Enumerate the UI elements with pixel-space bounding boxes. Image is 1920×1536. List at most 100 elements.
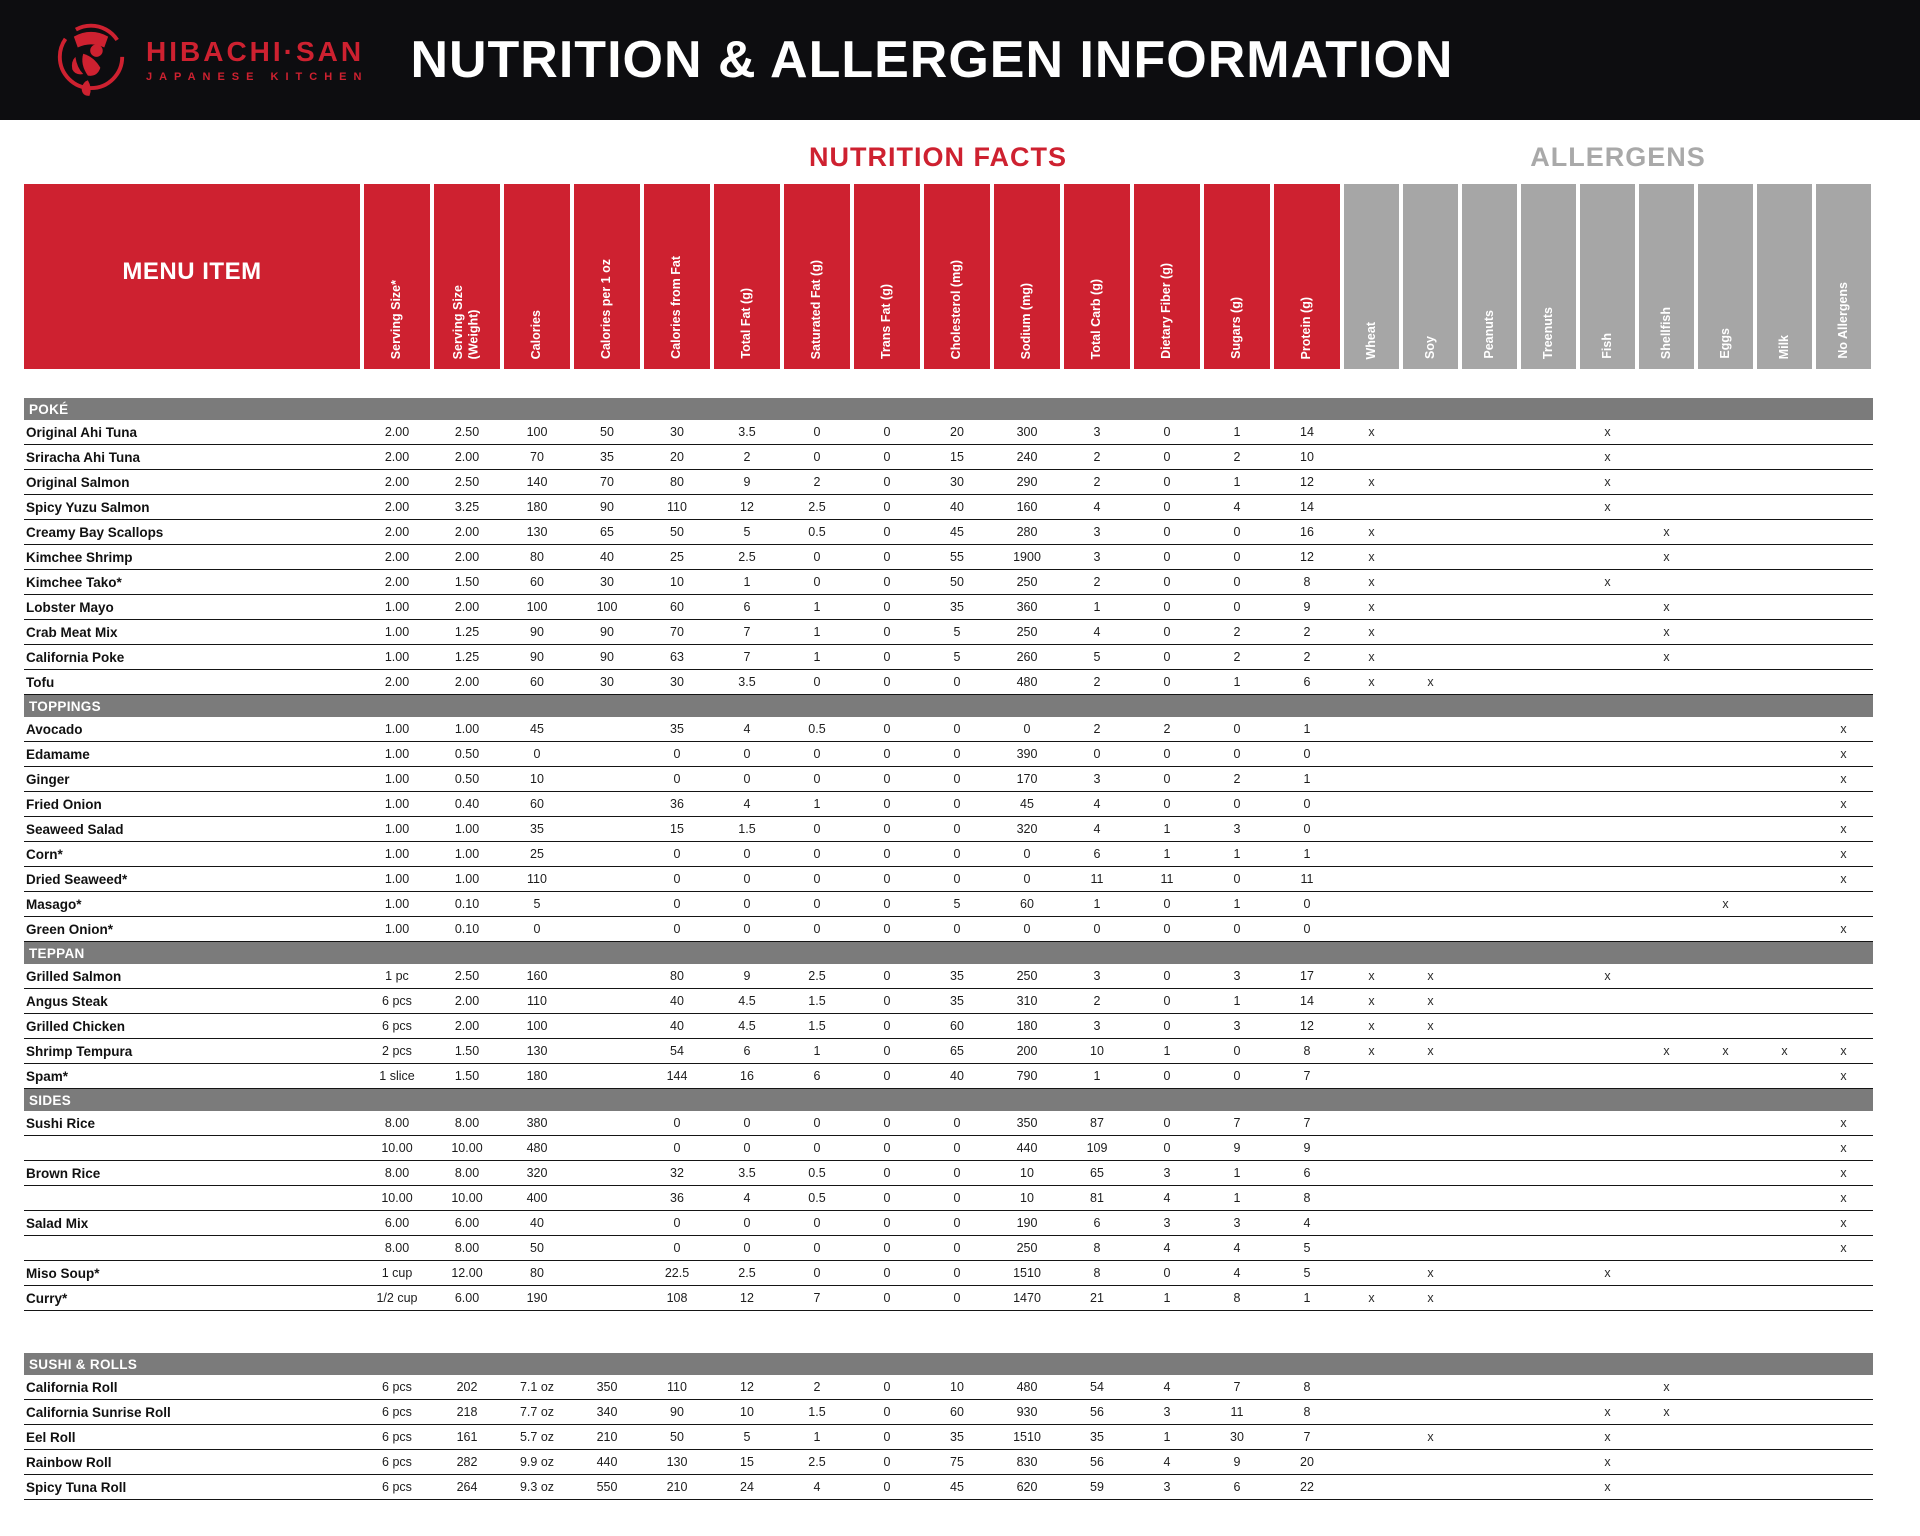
allergen-mark-cell-none: x xyxy=(1814,1038,1873,1064)
nutrition-value-cell: 12 xyxy=(1272,1013,1342,1039)
allergen-mark-cell-shellfish xyxy=(1637,469,1696,495)
allergen-mark-cell-milk xyxy=(1755,766,1814,792)
allergen-mark-cell-peanuts xyxy=(1460,1111,1519,1136)
allergen-mark-cell-wheat xyxy=(1342,866,1401,892)
allergen-mark-cell-shellfish xyxy=(1637,1424,1696,1450)
nutrition-value-cell: 14 xyxy=(1272,988,1342,1014)
nutrition-allergen-table: MENU ITEM Serving Size* Serving Size (Weig… xyxy=(24,184,1875,1500)
nutrition-value-cell: 0.50 xyxy=(432,741,502,767)
nutrition-value-cell: 6 pcs xyxy=(362,1375,432,1400)
allergen-mark-cell-wheat xyxy=(1342,741,1401,767)
table-row: Shrimp Tempura 2 pcs 1.50 130 54 6 1 0 65 200 10 1 0… xyxy=(24,1038,1873,1064)
allergen-mark-cell-fish: x xyxy=(1578,444,1637,470)
allergen-mark-cell-shellfish xyxy=(1637,569,1696,595)
nutrition-value-cell: 0 xyxy=(852,569,922,595)
allergen-mark-cell-none xyxy=(1814,619,1873,645)
nutrition-value-cell: 11 xyxy=(1132,866,1202,892)
nutrition-value-cell: 0 xyxy=(642,766,712,792)
allergen-mark-cell-peanuts xyxy=(1460,741,1519,767)
allergen-mark-cell-none xyxy=(1814,964,1873,989)
nutrition-value-cell: 200 xyxy=(992,1038,1062,1064)
allergen-mark-cell-milk xyxy=(1755,544,1814,570)
nutrition-value-cell: 4 xyxy=(712,1185,782,1211)
nutrition-value-cell: 8 xyxy=(1272,1185,1342,1211)
nutrition-value-cell xyxy=(572,1063,642,1089)
allergen-mark-cell-soy xyxy=(1401,569,1460,595)
allergen-mark-cell-treenuts xyxy=(1519,1038,1578,1064)
allergen-mark-cell-fish: x xyxy=(1578,569,1637,595)
nutrition-value-cell: 0 xyxy=(852,964,922,989)
nutrition-value-cell: 60 xyxy=(502,669,572,695)
nutrition-value-cell: 20 xyxy=(642,444,712,470)
allergen-mark-cell-peanuts xyxy=(1460,841,1519,867)
nutrition-value-cell: 2.00 xyxy=(362,519,432,545)
nutrition-value-cell: 0 xyxy=(642,891,712,917)
nutrition-value-cell: 0 xyxy=(922,841,992,867)
nutrition-value-cell: 1.00 xyxy=(362,841,432,867)
allergen-mark-cell-eggs xyxy=(1696,469,1755,495)
allergen-mark-cell-fish: x xyxy=(1578,1449,1637,1475)
allergen-mark-cell-wheat: x xyxy=(1342,519,1401,545)
nutrition-value-cell: 110 xyxy=(642,494,712,520)
nutrition-value-cell: 2 xyxy=(1062,669,1132,695)
nutrition-value-cell: 0 xyxy=(852,1063,922,1089)
allergen-column-header-none: No Allergens xyxy=(1814,184,1875,369)
nutrition-value-cell: 60 xyxy=(502,569,572,595)
allergen-mark-cell-wheat xyxy=(1342,1185,1401,1211)
allergen-mark-cell-treenuts xyxy=(1519,816,1578,842)
table-row: Miso Soup* 1 cup 12.00 80 22.5 2.5 0 0 0 1510 8 0 4 5… xyxy=(24,1260,1873,1286)
nutrition-value-cell: 0 xyxy=(712,1210,782,1236)
nutrition-value-cell xyxy=(572,1160,642,1186)
nutrition-value-cell: 3 xyxy=(1202,816,1272,842)
nutrition-value-cell: 1 xyxy=(1132,1285,1202,1311)
nutrition-value-cell: 0 xyxy=(852,619,922,645)
nutrition-value-cell: 0 xyxy=(1132,964,1202,989)
nutrition-value-cell: 350 xyxy=(992,1111,1062,1136)
nutrition-value-cell xyxy=(572,1038,642,1064)
allergen-mark-cell-none xyxy=(1814,1260,1873,1286)
nutrition-value-cell: 0 xyxy=(922,766,992,792)
nutrition-value-cell: 3.5 xyxy=(712,420,782,445)
nutrition-value-cell: 2 xyxy=(1272,619,1342,645)
allergen-mark-cell-none xyxy=(1814,891,1873,917)
allergen-mark-cell-none xyxy=(1814,1013,1873,1039)
nutrition-value-cell: 280 xyxy=(992,519,1062,545)
allergen-mark-cell-shellfish xyxy=(1637,988,1696,1014)
nutrition-value-cell: 15 xyxy=(922,444,992,470)
nutrition-value-cell: 8.00 xyxy=(362,1111,432,1136)
nutrition-value-cell: 2.00 xyxy=(362,544,432,570)
nutrition-value-cell: 282 xyxy=(432,1449,502,1475)
nutrition-value-cell: 0 xyxy=(922,669,992,695)
table-row: California Sunrise Roll 6 pcs 218 7.7 oz 340… xyxy=(24,1399,1873,1425)
nutrition-value-cell: 0 xyxy=(852,1449,922,1475)
allergen-mark-cell-eggs xyxy=(1696,816,1755,842)
table-row: Original Ahi Tuna 2.00 2.50 100 50 30 3.5 0 0 20 3… xyxy=(24,420,1873,445)
nutrition-value-cell: 100 xyxy=(502,1013,572,1039)
nutrition-value-cell: 0 xyxy=(1062,916,1132,942)
nutrition-value-cell: 70 xyxy=(502,444,572,470)
nutrition-value-cell: 35 xyxy=(502,816,572,842)
allergen-mark-cell-eggs xyxy=(1696,1235,1755,1261)
nutrition-value-cell: 60 xyxy=(992,891,1062,917)
nutrition-value-cell: 1.25 xyxy=(432,644,502,670)
nutrition-value-cell: 40 xyxy=(642,1013,712,1039)
nutrition-value-cell: 0 xyxy=(782,669,852,695)
nutrition-value-cell: 0 xyxy=(1132,444,1202,470)
nutrition-value-cell: 4 xyxy=(1132,1235,1202,1261)
menu-item-cell: Tofu xyxy=(24,669,362,695)
allergen-mark-cell-fish xyxy=(1578,1235,1637,1261)
nutrition-value-cell: 1 xyxy=(1132,1424,1202,1450)
allergen-mark-cell-wheat xyxy=(1342,1111,1401,1136)
allergen-mark-cell-eggs xyxy=(1696,644,1755,670)
allergen-mark-cell-eggs xyxy=(1696,1399,1755,1425)
table-row: Seaweed Salad 1.00 1.00 35 15 1.5 0 0 0 320 4 1 3 0 x xyxy=(24,816,1873,842)
nutrition-value-cell: 930 xyxy=(992,1399,1062,1425)
nutrition-value-cell: 4 xyxy=(712,791,782,817)
nutrition-value-cell: 5 xyxy=(1272,1235,1342,1261)
nutrition-value-cell: 10 xyxy=(992,1185,1062,1211)
allergen-mark-cell-milk xyxy=(1755,866,1814,892)
nutrition-value-cell: 1.00 xyxy=(362,766,432,792)
allergen-mark-cell-treenuts xyxy=(1519,841,1578,867)
nutrition-value-cell: 80 xyxy=(642,964,712,989)
menu-item-cell: Sushi Rice xyxy=(24,1111,362,1136)
